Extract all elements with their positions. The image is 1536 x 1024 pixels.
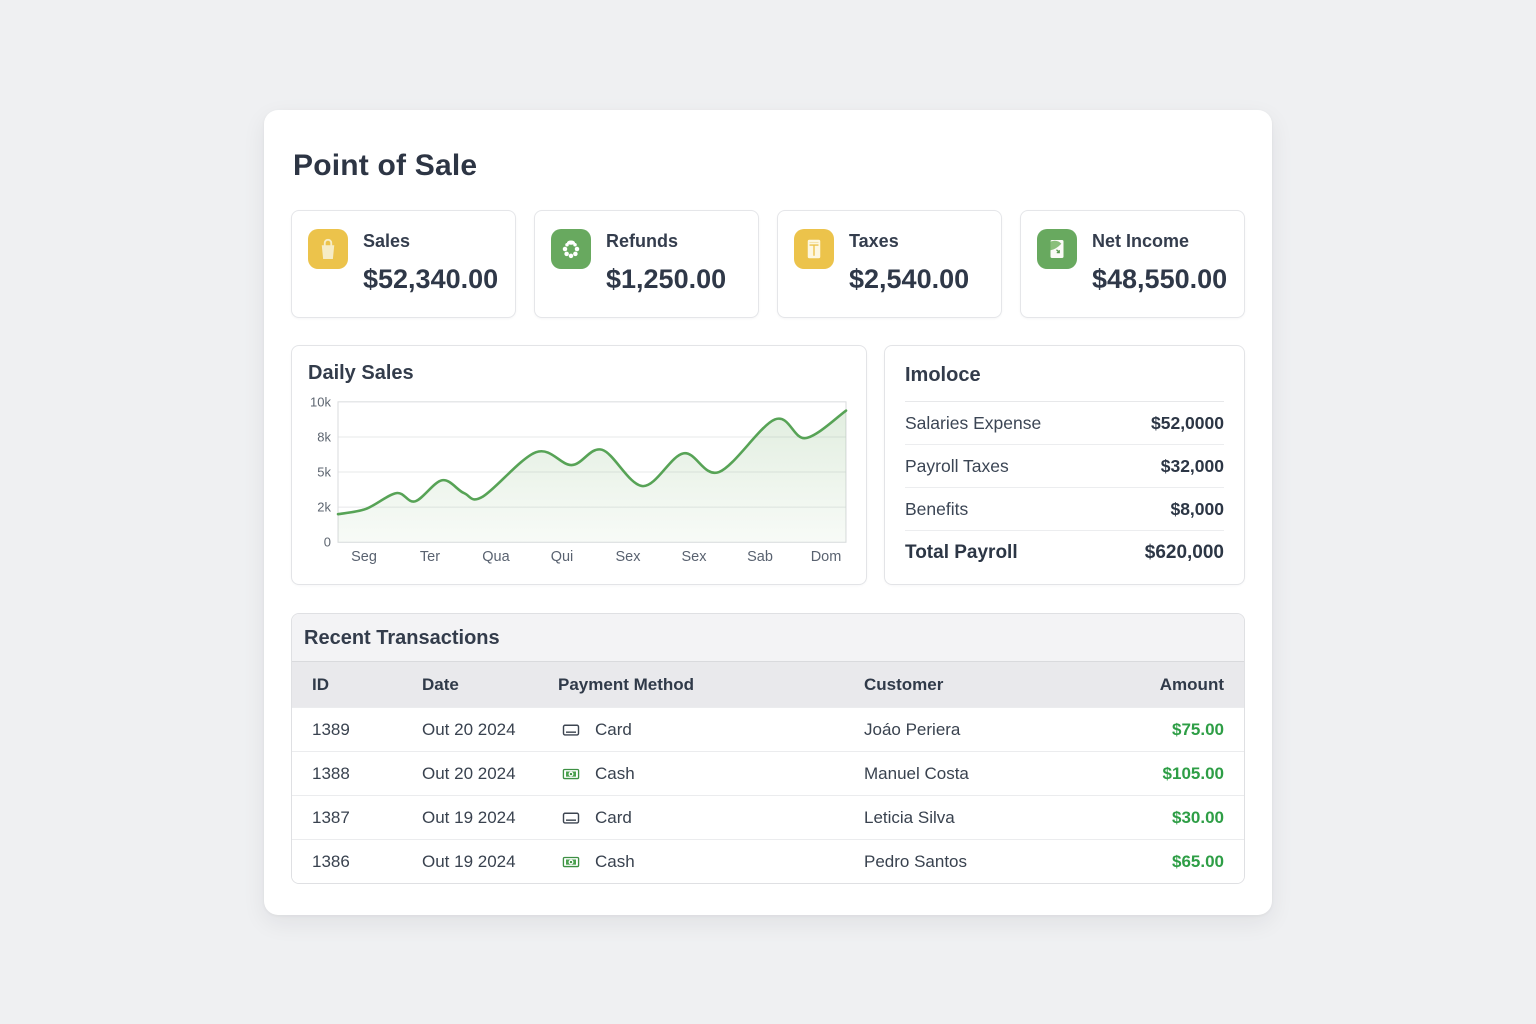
payroll-title: Imoloce [905, 364, 981, 386]
tx-customer: Joáo Periera [864, 719, 961, 739]
tx-method-label: Cash [595, 851, 635, 871]
svg-text:Sex: Sex [682, 549, 708, 565]
svg-text:Dom: Dom [811, 549, 842, 565]
svg-text:Sex: Sex [616, 549, 642, 565]
tx-id: 1389 [312, 719, 350, 739]
tx-amount: $75.00 [1172, 719, 1224, 739]
payroll-total-row: Total Payroll $620,000 [905, 541, 1224, 563]
pos-dashboard: Point of Sale Sales $52,340.00 [264, 110, 1272, 915]
tx-method-label: Cash [595, 763, 635, 783]
tx-customer: Manuel Costa [864, 763, 969, 783]
stats-row: Sales $52,340.00 Refunds $1,250.00 [291, 210, 1245, 318]
chart-title: Daily Sales [308, 362, 414, 384]
card-icon [558, 720, 584, 740]
tx-id: 1386 [312, 851, 350, 871]
transaction-row: 1388 Out 20 2024 Cash Manuel Costa $105.… [292, 751, 1244, 795]
payroll-row: Payroll Taxes $32,000 [905, 445, 1224, 488]
transaction-row: 1386 Out 19 2024 Cash Pedro Santos $65.0… [292, 839, 1244, 883]
svg-text:Sab: Sab [747, 549, 773, 565]
card-icon [558, 808, 584, 828]
page-title: Point of Sale [293, 149, 478, 182]
stat-card-net-income: Net Income $48,550.00 [1020, 210, 1245, 318]
divider [905, 401, 1224, 402]
tx-date: Out 19 2024 [422, 851, 516, 871]
shopping-bag-icon [308, 229, 348, 269]
tx-amount: $65.00 [1172, 851, 1224, 871]
svg-text:5k: 5k [317, 465, 331, 480]
column-header-amount: Amount [1159, 674, 1224, 694]
payroll-row: Benefits $8,000 [905, 488, 1224, 531]
stat-value: $52,340.00 [363, 264, 499, 294]
refund-dots-icon [551, 229, 591, 269]
daily-sales-chart: 0 2k 5k 8k 10k Seg Ter Qua Qui Sex Sex Sab Dom [310, 394, 848, 565]
tx-date: Out 19 2024 [422, 807, 516, 827]
svg-text:Seg: Seg [351, 549, 377, 565]
column-header-id: ID [312, 674, 329, 694]
transactions-title: Recent Transactions [304, 627, 500, 649]
stat-label: Refunds [606, 231, 678, 251]
svg-text:10k: 10k [310, 394, 331, 409]
stat-label: Sales [363, 231, 411, 251]
tx-date: Out 20 2024 [422, 763, 516, 783]
transaction-row: 1387 Out 19 2024 Card Leticia Silva $30.… [292, 795, 1244, 839]
svg-text:8k: 8k [317, 429, 331, 444]
svg-text:Ter: Ter [420, 549, 440, 565]
tx-id: 1388 [312, 763, 350, 783]
tx-customer: Leticia Silva [864, 807, 955, 827]
document-icon [1037, 229, 1077, 269]
column-header-method: Payment Method [558, 674, 695, 694]
stat-card-sales: Sales $52,340.00 [291, 210, 516, 318]
svg-text:0: 0 [324, 535, 331, 550]
daily-sales-panel: Daily Sales 0 2k 5k 8k 10k Seg Ter Qua Qui Sex Sex… [291, 345, 867, 585]
transactions-titlebar: Recent Transactions [292, 614, 1244, 662]
tx-amount: $105.00 [1162, 763, 1224, 783]
stat-value: $2,540.00 [849, 264, 970, 294]
payroll-row: Salaries Expense $52,0000 [905, 402, 1224, 445]
tx-amount: $30.00 [1172, 807, 1224, 827]
stat-value: $48,550.00 [1092, 264, 1228, 294]
tx-id: 1387 [312, 807, 350, 827]
stat-card-refunds: Refunds $1,250.00 [534, 210, 759, 318]
receipt-icon [794, 229, 834, 269]
stat-label: Taxes [849, 231, 899, 251]
stat-value: $1,250.00 [606, 264, 727, 294]
svg-text:Qui: Qui [551, 549, 574, 565]
tx-method-label: Card [595, 719, 632, 739]
stat-label: Net Income [1092, 231, 1190, 251]
column-header-customer: Customer [864, 674, 944, 694]
payroll-panel: Imoloce Salaries Expense $52,0000 Payrol… [884, 345, 1245, 585]
recent-transactions-panel: Recent Transactions ID Date Payment Meth… [291, 613, 1245, 884]
transaction-row: 1389 Out 20 2024 Card Joáo Periera $75.0… [292, 707, 1244, 751]
stat-card-taxes: Taxes $2,540.00 [777, 210, 1002, 318]
svg-text:2k: 2k [317, 500, 331, 515]
svg-text:Qua: Qua [482, 549, 510, 565]
tx-method-label: Card [595, 807, 632, 827]
tx-customer: Pedro Santos [864, 851, 968, 871]
column-header-date: Date [422, 674, 459, 694]
cash-icon [558, 852, 584, 872]
tx-date: Out 20 2024 [422, 719, 516, 739]
cash-icon [558, 764, 584, 784]
transactions-header-row: ID Date Payment Method Customer Amount [292, 662, 1244, 707]
